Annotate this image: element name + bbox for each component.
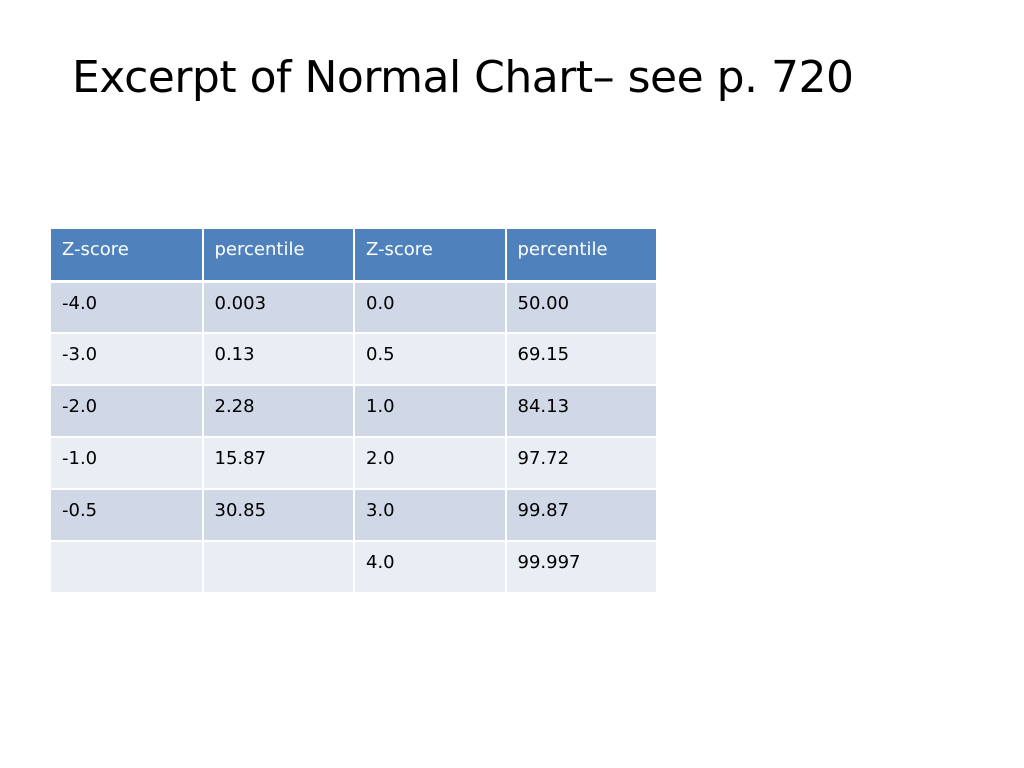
table-row: -2.0 2.28 1.0 84.13 [51, 385, 658, 438]
table-cell [202, 541, 355, 594]
table-cell: 2.0 [354, 437, 507, 490]
table-row: -1.0 15.87 2.0 97.72 [51, 437, 658, 490]
table-cell: 30.85 [202, 489, 355, 542]
table-cell: 0.13 [202, 333, 355, 386]
normal-chart-table: Z-score percentile Z-score percentile -4… [51, 229, 658, 594]
table-cell: 0.003 [202, 281, 355, 334]
table-cell: -3.0 [51, 333, 204, 386]
table-row: -3.0 0.13 0.5 69.15 [51, 333, 658, 386]
table-row: -4.0 0.003 0.0 50.00 [51, 281, 658, 334]
header-z-score-1: Z-score [51, 229, 204, 283]
table-cell: 84.13 [505, 385, 658, 438]
normal-chart-table-container: Z-score percentile Z-score percentile -4… [51, 229, 658, 594]
table-cell: 99.997 [505, 541, 658, 594]
header-z-score-2: Z-score [354, 229, 507, 283]
table-cell: -4.0 [51, 281, 204, 334]
table-row: -0.5 30.85 3.0 99.87 [51, 489, 658, 542]
table-cell: 2.28 [202, 385, 355, 438]
table-cell: 97.72 [505, 437, 658, 490]
table-cell: 15.87 [202, 437, 355, 490]
header-percentile-2: percentile [505, 229, 658, 283]
table-cell: 50.00 [505, 281, 658, 334]
table-cell: -1.0 [51, 437, 204, 490]
table-cell: 0.5 [354, 333, 507, 386]
table-cell: 1.0 [354, 385, 507, 438]
table-cell: 0.0 [354, 281, 507, 334]
table-cell: 4.0 [354, 541, 507, 594]
table-row: 4.0 99.997 [51, 541, 658, 594]
table-header-row: Z-score percentile Z-score percentile [51, 229, 658, 283]
table-cell: -0.5 [51, 489, 204, 542]
table-cell: 99.87 [505, 489, 658, 542]
table-cell: -2.0 [51, 385, 204, 438]
table-cell: 3.0 [354, 489, 507, 542]
table-cell [51, 541, 204, 594]
header-percentile-1: percentile [202, 229, 355, 283]
slide-title: Excerpt of Normal Chart– see p. 720 [72, 52, 854, 103]
table-cell: 69.15 [505, 333, 658, 386]
